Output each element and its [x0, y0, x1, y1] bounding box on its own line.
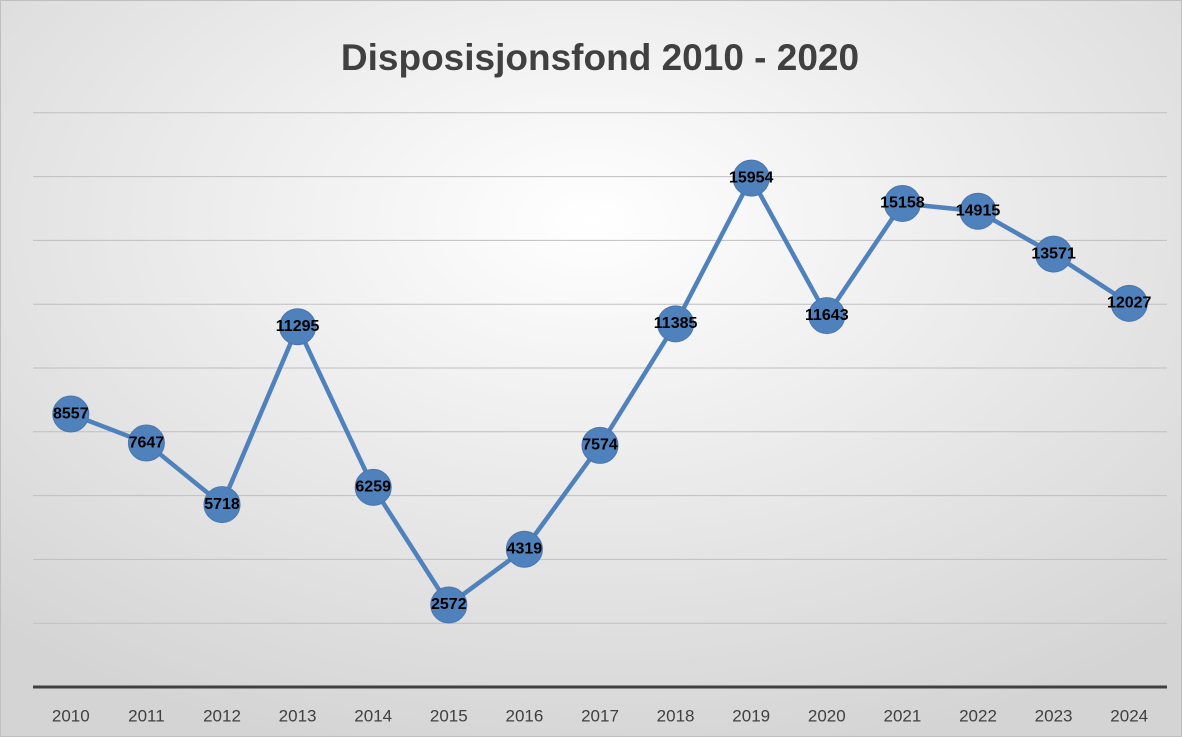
- data-label: 11643: [805, 307, 849, 324]
- data-label: 8557: [53, 405, 89, 422]
- marker: [1110, 284, 1148, 322]
- x-tick-label: 2017: [581, 706, 619, 725]
- data-label: 5718: [204, 496, 240, 513]
- marker: [52, 395, 90, 433]
- x-tick-label: 2023: [1035, 706, 1073, 725]
- marker: [883, 184, 921, 222]
- marker: [808, 297, 846, 335]
- x-tick-label: 2010: [52, 706, 90, 725]
- data-label: 2572: [431, 596, 467, 613]
- data-label: 14915: [956, 202, 1001, 219]
- x-tick-label: 2018: [657, 706, 695, 725]
- data-label: 7647: [129, 434, 165, 451]
- marker: [732, 159, 770, 197]
- data-label: 15954: [729, 169, 774, 186]
- marker: [127, 424, 165, 462]
- marker: [203, 486, 241, 524]
- x-tick-label: 2024: [1110, 706, 1148, 725]
- x-tick-label: 2021: [883, 706, 921, 725]
- x-tick-label: 2020: [808, 706, 846, 725]
- x-tick-label: 2016: [505, 706, 543, 725]
- x-tick-label: 2015: [430, 706, 468, 725]
- data-label: 15158: [880, 195, 925, 212]
- x-tick-label: 2019: [732, 706, 770, 725]
- marker: [1035, 235, 1073, 273]
- marker: [657, 305, 695, 343]
- marker: [430, 586, 468, 624]
- data-label: 11295: [276, 318, 320, 335]
- marker: [505, 530, 543, 568]
- marker: [959, 192, 997, 230]
- x-tick-label: 2011: [128, 706, 165, 725]
- data-label: 13571: [1031, 245, 1076, 262]
- x-tick-label: 2014: [354, 706, 392, 725]
- x-tick-label: 2012: [203, 706, 241, 725]
- marker: [581, 426, 619, 464]
- data-label: 6259: [355, 479, 391, 496]
- data-label: 12027: [1107, 295, 1152, 312]
- data-label: 4319: [507, 540, 543, 557]
- x-tick-label: 2013: [279, 706, 317, 725]
- x-tick-label: 2022: [959, 706, 997, 725]
- chart-title: Disposisjonsfond 2010 - 2020: [341, 37, 859, 78]
- data-label: 11385: [654, 315, 698, 332]
- marker: [354, 468, 392, 506]
- marker: [279, 308, 317, 346]
- data-label: 7574: [582, 437, 618, 454]
